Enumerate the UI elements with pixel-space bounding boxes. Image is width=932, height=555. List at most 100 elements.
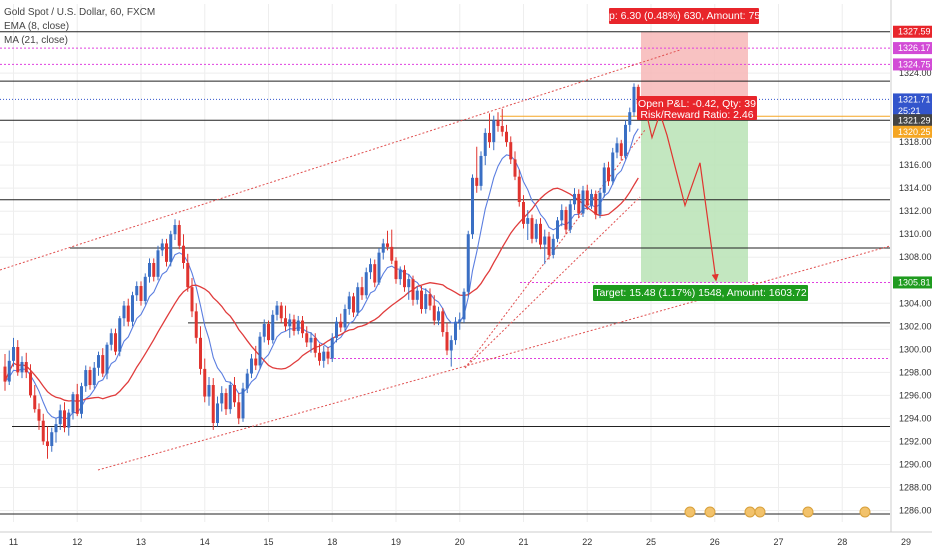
y-tick-label: 1308.00 <box>899 252 932 262</box>
y-tick-label: 1288.00 <box>899 482 932 492</box>
pnl-label-text: Open P&L: -0.42, Qty: 39 <box>638 98 756 110</box>
price-tag-bg <box>893 105 932 118</box>
y-tick-label: 1286.00 <box>899 505 932 515</box>
candle-body <box>275 305 279 315</box>
y-tick-label: 1318.00 <box>899 137 932 147</box>
candle-body <box>131 295 134 322</box>
candle-body <box>369 264 372 273</box>
price-tag-bg <box>893 42 932 55</box>
candle-body <box>526 218 530 224</box>
candle-body <box>245 373 249 389</box>
candle-body <box>41 420 45 442</box>
candle-body <box>449 340 453 351</box>
candle-body <box>454 321 457 341</box>
x-tick-label: 27 <box>773 537 783 547</box>
candle-body <box>441 311 445 333</box>
candle-body <box>241 388 245 419</box>
candle-body <box>288 319 292 327</box>
price-tag-bg <box>893 125 932 138</box>
pnl-label-text: Risk/Reward Ratio: 2.46 <box>640 109 753 121</box>
candle-body <box>71 394 75 413</box>
legend-ma: MA (21, close) <box>4 35 68 46</box>
legend-symbol: Gold Spot / U.S. Dollar, 60, FXCM <box>4 7 156 18</box>
candle-body <box>492 120 496 143</box>
candle-body <box>381 243 385 253</box>
candle-body <box>420 290 423 310</box>
candle-body <box>279 305 283 319</box>
trendline <box>0 49 681 271</box>
candle-body <box>24 361 28 373</box>
candle-body <box>190 287 194 312</box>
price-tag: 1320.25 <box>898 127 931 137</box>
price-tag: 1324.75 <box>898 59 931 69</box>
candle-body <box>432 305 436 321</box>
axis-bg <box>891 0 932 550</box>
candle-body <box>343 309 347 328</box>
candle-body <box>292 319 296 331</box>
candle-body <box>156 250 160 277</box>
candle-body <box>84 370 88 387</box>
x-tick-label: 22 <box>582 537 592 547</box>
candle-body <box>471 177 474 235</box>
x-tick-label: 12 <box>72 537 82 547</box>
grid <box>0 4 907 522</box>
candle-body <box>262 324 266 337</box>
x-tick-label: 11 <box>9 537 18 547</box>
stop-label-bg <box>609 8 759 24</box>
candle-body <box>122 305 126 319</box>
candle-body <box>177 225 181 246</box>
event-icon <box>754 506 766 518</box>
candle-body <box>466 234 470 292</box>
price-tag: 1305.81 <box>898 277 931 287</box>
y-tick-label: 1312.00 <box>899 206 932 216</box>
candle-body <box>20 361 24 373</box>
candle-body <box>411 279 415 300</box>
candle-body <box>254 358 258 366</box>
candle-body <box>505 131 508 143</box>
candle-body <box>148 263 151 277</box>
trendline <box>464 196 641 369</box>
candle-body <box>564 210 568 230</box>
y-tick-label: 1294.00 <box>899 413 932 423</box>
moving-averages <box>4 128 639 420</box>
candle-body <box>398 269 402 280</box>
candle-body <box>46 441 49 447</box>
candle-body <box>37 409 41 421</box>
candle-body <box>267 324 270 341</box>
candle-body <box>211 385 215 424</box>
candle-body <box>114 333 117 352</box>
candle-body <box>483 132 487 156</box>
candle-body <box>360 287 364 296</box>
price-tag-bg <box>893 93 932 106</box>
price-tag-bg <box>893 276 932 289</box>
target-zone <box>641 104 748 283</box>
stop-zone <box>641 31 748 105</box>
price-tag-bg <box>893 25 932 38</box>
candle-body <box>611 152 615 182</box>
candle-body <box>496 120 500 127</box>
candle-body <box>624 124 627 156</box>
x-tick-label: 14 <box>200 537 210 547</box>
candle-body <box>356 287 360 313</box>
candle-body <box>513 159 517 177</box>
candle-body <box>105 344 109 374</box>
x-tick-label: 28 <box>837 537 847 547</box>
candle-body <box>29 372 32 396</box>
candle-body <box>80 386 83 414</box>
x-tick-label: 19 <box>391 537 401 547</box>
candle-body <box>88 370 92 386</box>
y-tick-label: 1310.00 <box>899 229 932 239</box>
candle-body <box>462 291 466 320</box>
legend-ema: EMA (8, close) <box>4 21 70 32</box>
target-label-text: Target: 15.48 (1.17%) 1548, Amount: 1603… <box>594 287 807 299</box>
candle-body <box>632 86 636 113</box>
candle-body <box>437 311 440 321</box>
candle-body <box>126 305 130 322</box>
candle-body <box>556 220 559 239</box>
candle-body <box>186 263 190 288</box>
candle-body <box>530 218 534 239</box>
candle-body <box>581 190 585 214</box>
candle-body <box>458 319 462 322</box>
